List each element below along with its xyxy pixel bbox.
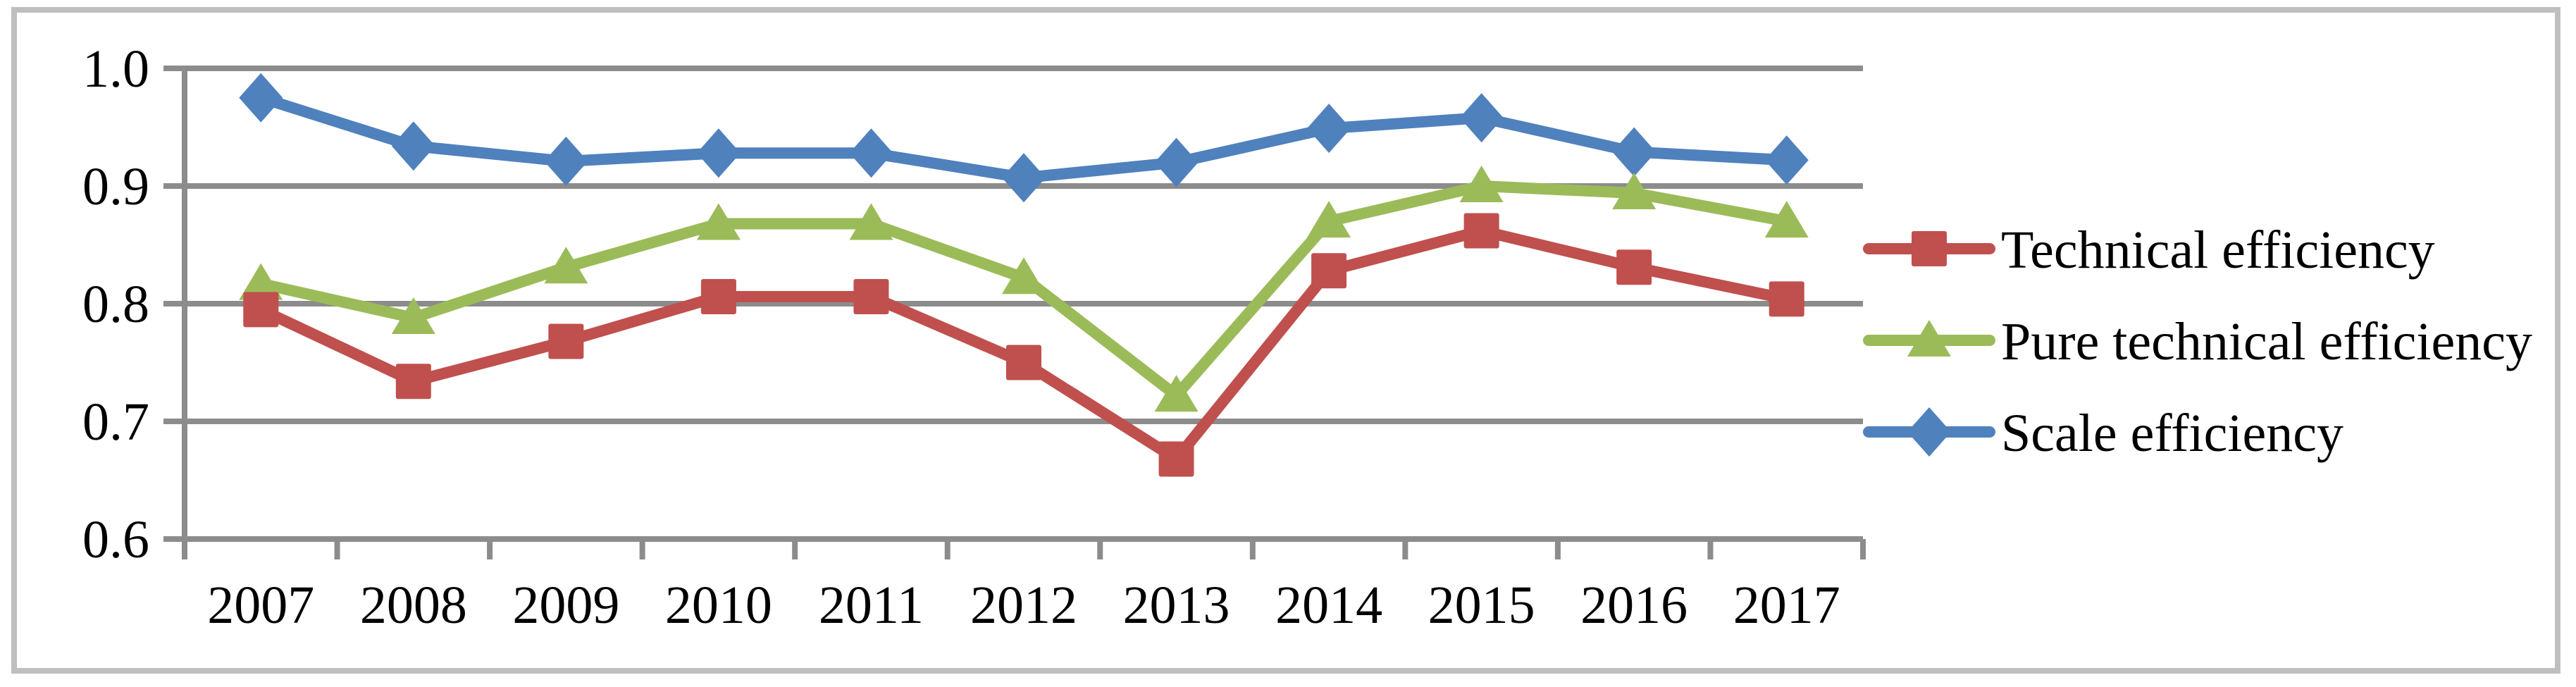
data-point-pure-technical-efficiency-2007 (239, 263, 283, 300)
x-tick-label: 2011 (819, 576, 924, 635)
x-tick-label: 2010 (665, 576, 772, 635)
data-point-technical-efficiency-2014 (1311, 253, 1347, 289)
data-point-pure-technical-efficiency-2017 (1764, 201, 1809, 238)
data-point-pure-technical-efficiency-2011 (849, 203, 893, 240)
x-tick-label: 2017 (1733, 576, 1840, 635)
legend-label-technical-efficiency: Technical efficiency (2001, 221, 2435, 280)
data-point-technical-efficiency-2015 (1463, 213, 1499, 249)
x-tick-label: 2007 (207, 576, 314, 635)
x-tick-label: 2008 (360, 576, 467, 635)
data-point-technical-efficiency-2013 (1158, 441, 1194, 477)
data-point-pure-technical-efficiency-2008 (391, 297, 435, 335)
y-tick-label: 0.7 (82, 392, 149, 452)
data-point-technical-efficiency-2017 (1769, 281, 1804, 317)
legend-label-pure-technical-efficiency: Pure technical efficiency (2001, 312, 2532, 371)
data-point-scale-efficiency-2015 (1459, 93, 1504, 143)
data-point-technical-efficiency-2011 (853, 278, 889, 314)
x-tick-label: 2013 (1123, 576, 1230, 635)
x-tick-label: 2015 (1428, 576, 1535, 635)
data-point-scale-efficiency-2017 (1764, 135, 1809, 185)
data-point-pure-technical-efficiency-2009 (544, 247, 588, 284)
data-point-pure-technical-efficiency-2013 (1154, 375, 1199, 412)
data-point-pure-technical-efficiency-2012 (1002, 257, 1046, 295)
legend-marker-scale-efficiency (1907, 407, 1951, 457)
x-tick-label: 2009 (512, 576, 619, 635)
figure-border (11, 7, 2560, 674)
y-tick-label: 0.6 (82, 510, 149, 569)
data-point-scale-efficiency-2012 (1002, 153, 1046, 203)
data-point-scale-efficiency-2016 (1612, 127, 1657, 177)
data-point-technical-efficiency-2010 (700, 278, 736, 314)
data-point-scale-efficiency-2008 (391, 121, 435, 171)
y-tick-label: 0.9 (82, 157, 149, 216)
data-point-technical-efficiency-2009 (548, 323, 584, 359)
data-point-pure-technical-efficiency-2016 (1612, 173, 1657, 210)
data-point-technical-efficiency-2008 (395, 364, 431, 400)
y-tick-label: 1.0 (82, 39, 149, 99)
data-point-scale-efficiency-2013 (1154, 137, 1199, 187)
legend-marker-pure-technical-efficiency (1907, 320, 1951, 357)
x-tick-label: 2016 (1580, 576, 1688, 635)
data-point-scale-efficiency-2009 (544, 136, 588, 186)
data-point-scale-efficiency-2010 (696, 128, 741, 178)
data-point-scale-efficiency-2007 (239, 73, 283, 123)
data-point-scale-efficiency-2011 (849, 128, 893, 178)
y-tick-label: 0.8 (82, 275, 149, 334)
data-point-scale-efficiency-2014 (1307, 104, 1351, 154)
legend-label-scale-efficiency: Scale efficiency (2001, 404, 2343, 463)
data-point-pure-technical-efficiency-2014 (1307, 201, 1351, 238)
data-point-pure-technical-efficiency-2015 (1459, 166, 1504, 202)
data-point-pure-technical-efficiency-2010 (696, 203, 741, 240)
data-point-technical-efficiency-2007 (243, 292, 279, 328)
data-point-technical-efficiency-2016 (1616, 249, 1652, 285)
data-point-technical-efficiency-2012 (1006, 345, 1041, 380)
x-tick-label: 2012 (970, 576, 1077, 635)
x-tick-label: 2014 (1275, 576, 1382, 635)
legend-marker-technical-efficiency (1912, 231, 1947, 266)
